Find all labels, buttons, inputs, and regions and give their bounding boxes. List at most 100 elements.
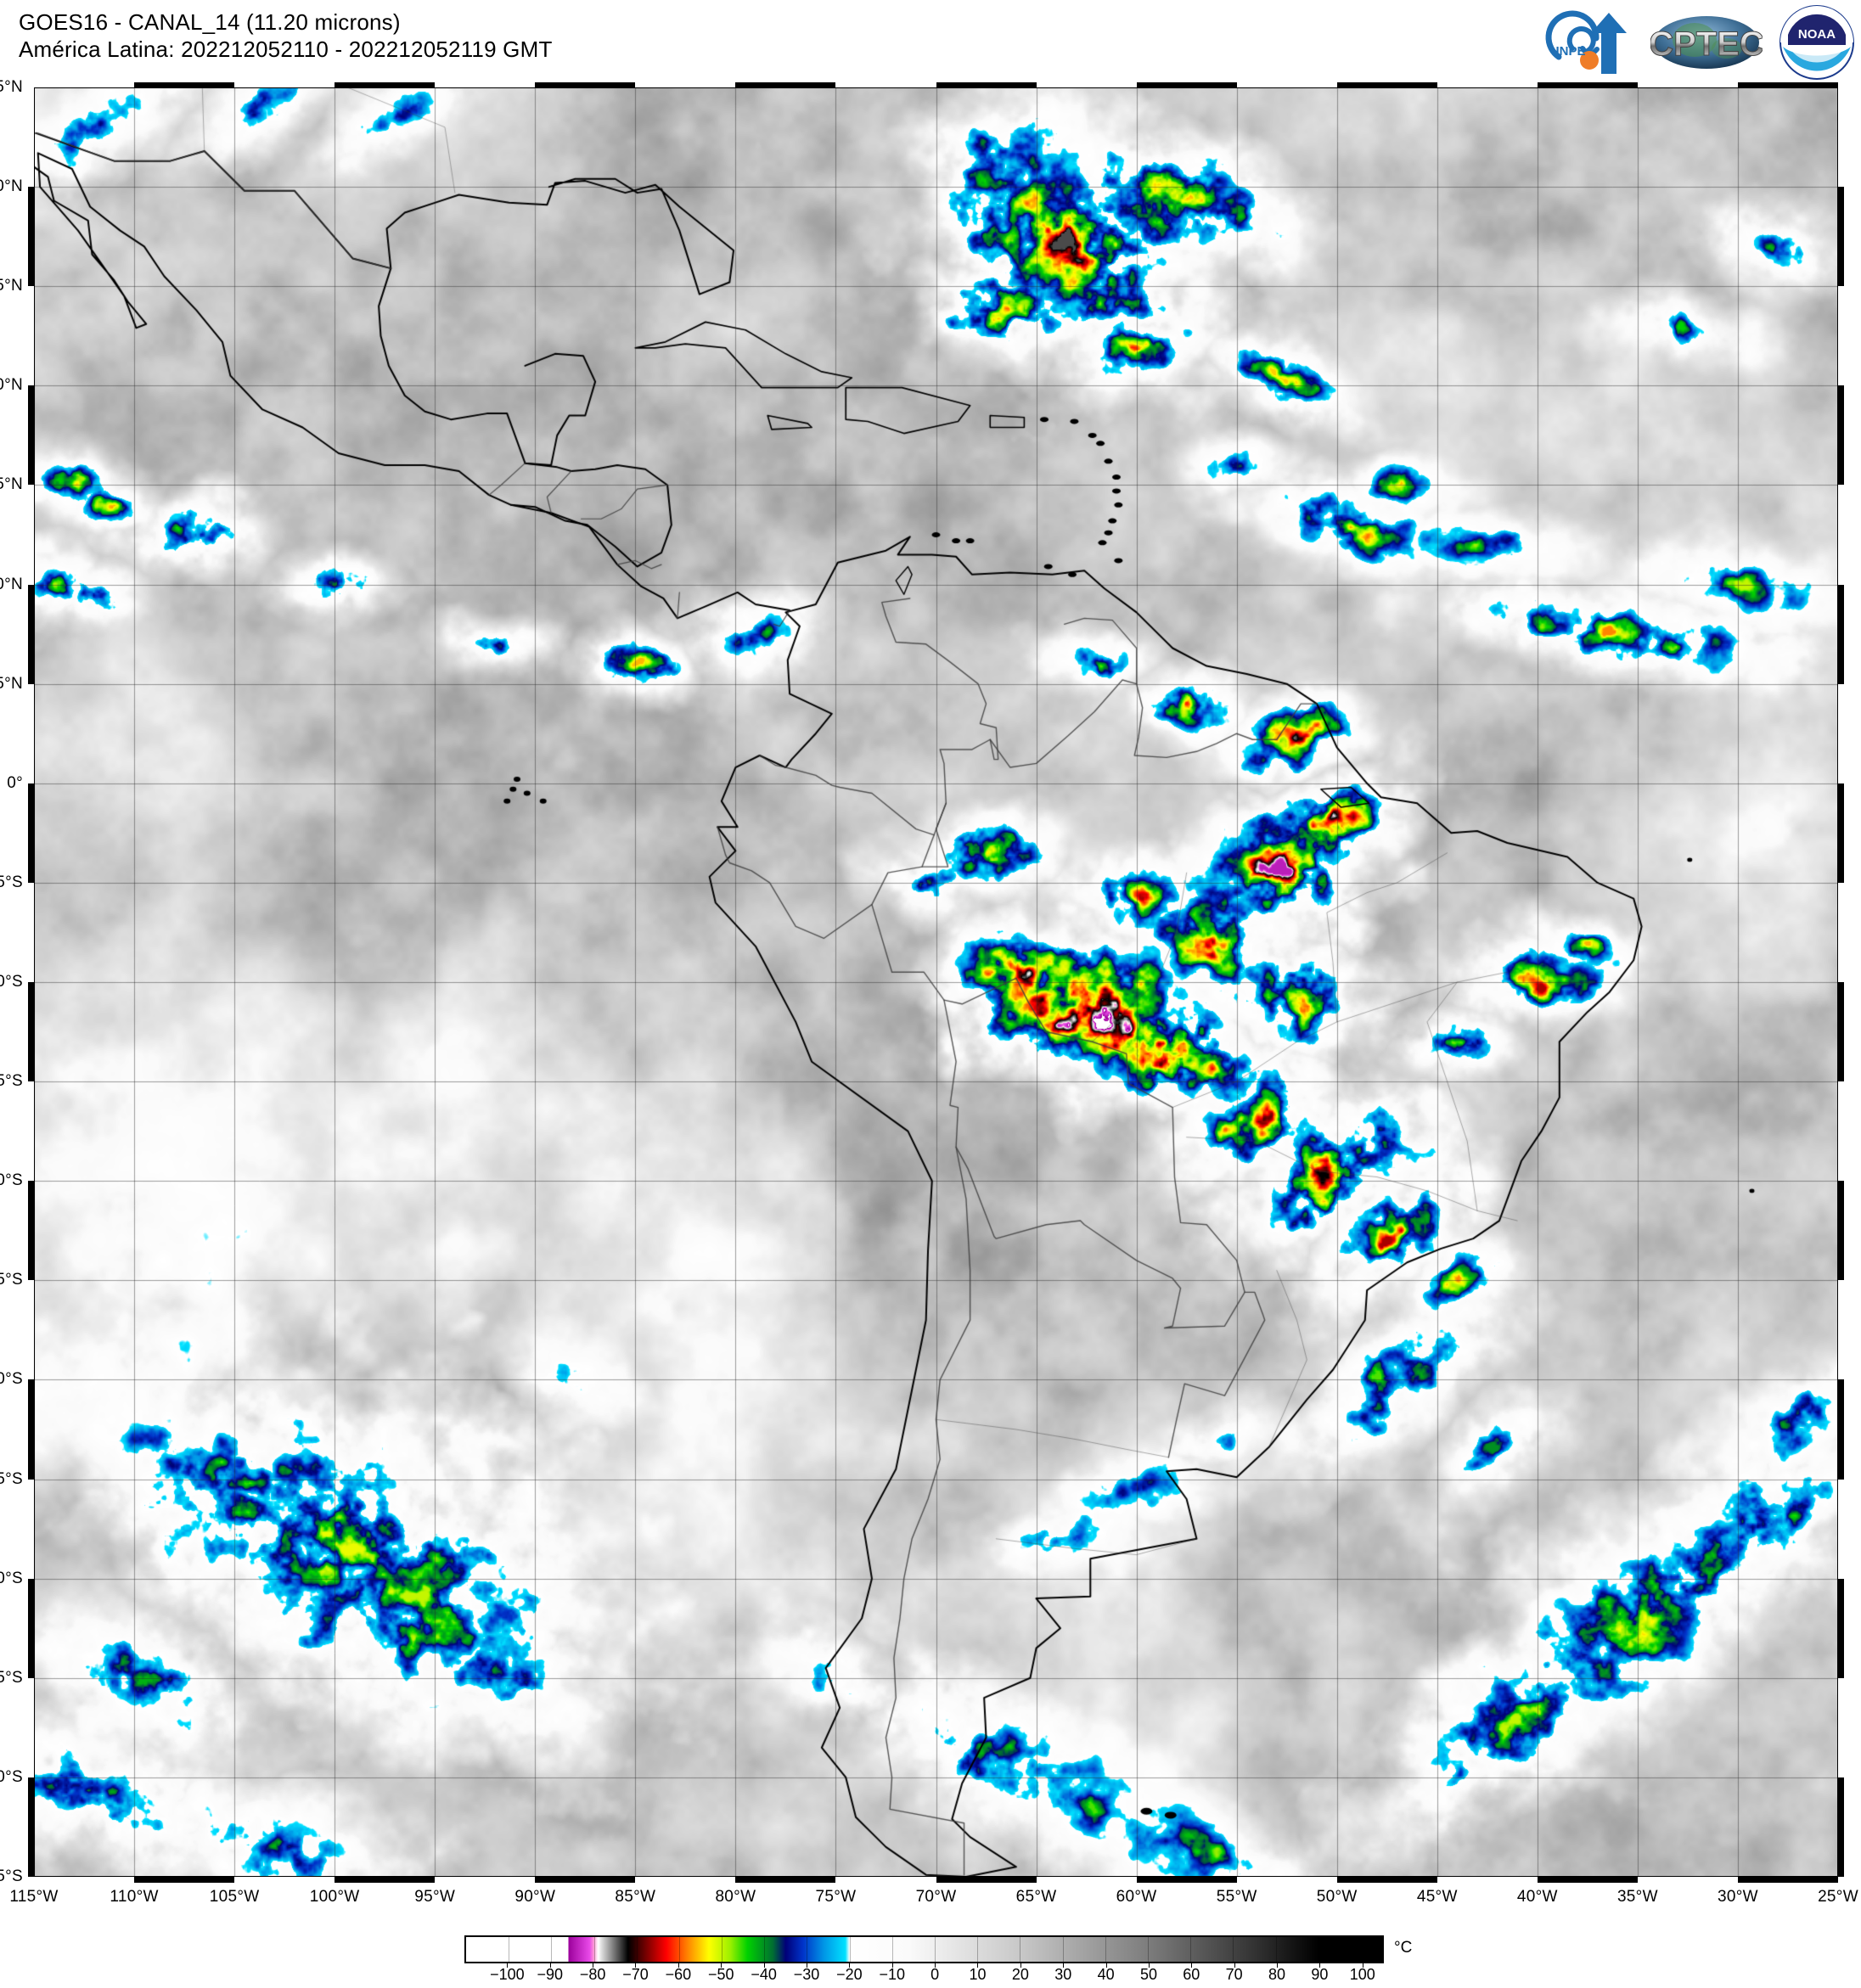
colorbar-inner-tick [593,1937,595,1962]
lon-tick-label: 95°W [414,1888,456,1906]
colorbar-tick-label: 0 [930,1966,940,1983]
border-tick-segment [535,82,636,88]
colorbar-inner-tick [1360,1937,1362,1962]
lat-tick-label: 35°N [0,78,23,96]
border-tick-segment [28,385,34,486]
colorbar-inner-tick [1318,1937,1319,1962]
border-tick-segment [936,1877,1037,1883]
lat-tick-label: 30°N [0,177,23,196]
lat-tick-label: 50°S [0,1767,23,1786]
satellite-image-canvas[interactable] [34,87,1838,1877]
colorbar-tick [977,1963,979,1968]
lat-tick-label: 55°S [0,1867,23,1885]
lat-tick-label: 35°S [0,1469,23,1488]
colorbar-tick-label: −20 [836,1966,863,1983]
border-tick-segment [1838,385,1844,486]
colorbar-tick [549,1963,551,1968]
map-tick-band-top [34,82,1838,88]
colorbar-tick [935,1963,936,1968]
colorbar-inner-tick [764,1937,766,1962]
colorbar-tick [1105,1963,1107,1968]
lon-tick-label: 35°W [1616,1888,1658,1906]
colorbar-tick-label: −10 [879,1966,905,1983]
lon-tick-label: 115°W [9,1888,59,1906]
border-tick-segment [134,1877,235,1883]
lon-tick-label: 55°W [1216,1888,1257,1906]
colorbar-tick [677,1963,679,1968]
lon-tick-label: 90°W [514,1888,556,1906]
border-tick-segment [28,1777,34,1877]
border-tick-segment [1838,783,1844,883]
colorbar-tick [721,1963,722,1968]
latitude-axis: 35°N 30°N 25°N 20°N 15°N 10°N 5°N 0° 5°S 10°S 15°S… [0,0,28,1976]
lon-tick-label: 50°W [1316,1888,1358,1906]
colorbar-inner-tick [1233,1937,1234,1962]
satellite-map[interactable] [34,87,1838,1877]
product-title: GOES16 - CANAL_14 (11.20 microns) [19,9,401,35]
border-tick-segment [28,982,34,1082]
colorbar-tick [849,1963,851,1968]
colorbar-tick [1148,1963,1150,1968]
colorbar-tick-label: −40 [751,1966,777,1983]
colorbar-inner-tick [1190,1937,1192,1962]
colorbar-tick [1020,1963,1021,1968]
lat-tick-label: 25°N [0,277,23,295]
colorbar-tick-label: 20 [1011,1966,1029,1983]
colorbar-tick-label: 100 [1349,1966,1375,1983]
colorbar-tick-label: 60 [1183,1966,1200,1983]
colorbar-inner-tick [849,1937,851,1962]
border-tick-segment [335,82,436,88]
colorbar-tick [763,1963,765,1968]
colorbar-legend: −100 −90 −80 −70 −60 −50 −40 −30 −20 −10 0 10 20 30 40… [0,1917,1861,1983]
border-tick-segment [28,584,34,684]
map-tick-band-right [1838,87,1844,1877]
border-tick-segment [1336,82,1437,88]
border-tick-segment [28,187,34,287]
lon-tick-label: 105°W [209,1888,260,1906]
colorbar-tick [1277,1963,1279,1968]
lat-tick-label: 20°S [0,1171,23,1190]
inpe-logo: INPE [1545,10,1627,74]
colorbar-ticks [464,1963,1384,1968]
colorbar-tick-label: 90 [1311,1966,1329,1983]
border-tick-segment [134,82,235,88]
lat-tick-label: 5°N [0,674,23,693]
border-tick-segment [1537,1877,1638,1883]
border-tick-segment [1136,82,1237,88]
lat-tick-label: 25°S [0,1271,23,1289]
noaa-logo: NOAA [1779,5,1854,80]
colorbar-tick-label: −30 [793,1966,820,1983]
lon-tick-label: 110°W [110,1888,159,1906]
colorbar-tick [1063,1963,1065,1968]
lon-tick-label: 85°W [615,1888,656,1906]
lon-tick-label: 70°W [915,1888,957,1906]
colorbar-tick [507,1963,509,1968]
colorbar-gradient [466,1937,1382,1962]
colorbar-tick-label: −60 [665,1966,692,1983]
border-tick-segment [28,1578,34,1678]
lon-tick-label: 25°W [1818,1888,1858,1906]
colorbar-unit-label: °C [1394,1939,1413,1957]
lat-tick-label: 30°S [0,1370,23,1389]
border-tick-segment [1838,982,1844,1082]
colorbar-inner-tick [1062,1937,1064,1962]
product-subtitle: América Latina: 202212052110 - 202212052… [19,37,553,62]
border-tick-segment [1336,1877,1437,1883]
colorbar-tick-labels: −100 −90 −80 −70 −60 −50 −40 −30 −20 −10 0 10 20 30 40… [464,1966,1384,1988]
lon-tick-label: 60°W [1116,1888,1157,1906]
cptec-logo-text: CPTEC [1650,25,1763,63]
border-tick-segment [335,1877,436,1883]
lat-tick-label: 10°N [0,575,23,593]
colorbar-inner-tick [551,1937,553,1962]
colorbar-inner-tick [1105,1937,1106,1962]
border-tick-segment [535,1877,636,1883]
colorbar-tick [1234,1963,1235,1968]
colorbar-inner-tick [636,1937,638,1962]
colorbar-inner-tick [935,1937,936,1962]
title-block: GOES16 - CANAL_14 (11.20 microns) Améric… [19,8,553,63]
border-tick-segment [735,1877,836,1883]
border-tick-segment [1838,1181,1844,1281]
border-tick-segment [1737,82,1838,88]
longitude-axis: 115°W 110°W 105°W 100°W 95°W 90°W 85°W 80°W 75°W… [0,1883,1861,1912]
colorbar-inner-tick [891,1937,893,1962]
